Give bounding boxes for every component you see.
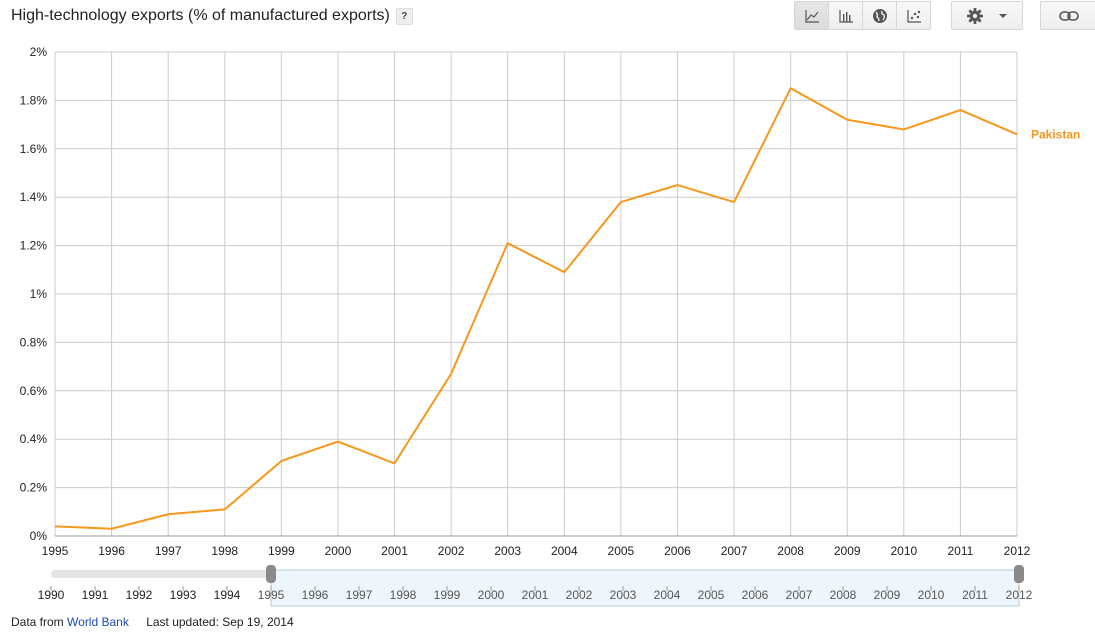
footer: Data from World Bank Last updated: Sep 1… [11, 615, 294, 629]
bar-chart-icon [838, 9, 853, 23]
x-tick-label: 2008 [777, 544, 804, 558]
scatter-chart-button[interactable] [896, 1, 931, 30]
range-year-label: 2000 [478, 588, 505, 602]
chevron-down-icon [999, 13, 1007, 18]
range-handle-end[interactable] [1014, 565, 1024, 583]
chart-header: High-technology exports (% of manufactur… [11, 7, 413, 25]
last-updated: Last updated: Sep 19, 2014 [146, 615, 294, 629]
y-tick-label: 0.8% [20, 335, 48, 349]
y-tick-label: 0.4% [20, 432, 48, 446]
range-year-label: 1993 [170, 588, 197, 602]
bar-chart-button[interactable] [828, 1, 863, 30]
range-year-label: 2002 [566, 588, 593, 602]
range-year-label: 1994 [214, 588, 241, 602]
line-chart-icon [804, 9, 819, 23]
range-year-label: 2004 [654, 588, 681, 602]
x-tick-label: 1999 [268, 544, 295, 558]
range-year-label: 1999 [434, 588, 461, 602]
chart-title: High-technology exports (% of manufactur… [11, 7, 390, 24]
range-handle-start[interactable] [266, 565, 276, 583]
y-tick-label: 1.2% [20, 239, 48, 253]
x-tick-label: 2001 [381, 544, 408, 558]
range-year-label: 2009 [874, 588, 901, 602]
x-tick-label: 2003 [494, 544, 521, 558]
y-tick-label: 0% [30, 529, 48, 543]
range-year-label: 2007 [786, 588, 813, 602]
y-tick-label: 1.4% [20, 190, 48, 204]
share-link-button[interactable] [1040, 1, 1095, 30]
range-selection[interactable] [270, 569, 1020, 607]
range-year-label: 2005 [698, 588, 725, 602]
chart-canvas: 0% 0.2% 0.4% 0.6% 0.8% 1% 1.2% 1.4% 1.6% 1.8% 2% 19… [20, 45, 1080, 607]
x-tick-label: 1996 [98, 544, 125, 558]
chart-type-toolbar [794, 1, 931, 30]
map-icon [872, 8, 887, 23]
y-tick-label: 1.8% [20, 93, 48, 107]
x-tick-label: 2010 [890, 544, 917, 558]
range-year-label: 2003 [610, 588, 637, 602]
y-tick-label: 2% [30, 45, 48, 59]
x-tick-label: 2012 [1004, 544, 1031, 558]
range-year-label: 1998 [390, 588, 417, 602]
scatter-chart-icon [906, 9, 921, 23]
x-tick-label: 2000 [325, 544, 352, 558]
map-button[interactable] [862, 1, 897, 30]
x-tick-label: 2002 [438, 544, 465, 558]
range-year-label: 2006 [742, 588, 769, 602]
x-tick-label: 2006 [664, 544, 691, 558]
range-year-label: 1991 [82, 588, 109, 602]
series-line-pakistan[interactable] [54, 87, 1018, 530]
range-year-label: 1990 [38, 588, 65, 602]
source-prefix: Data from [11, 615, 64, 629]
y-tick-label: 0.2% [20, 481, 48, 495]
line-chart-button[interactable] [794, 1, 829, 30]
x-tick-label: 2011 [948, 544, 974, 558]
x-tick-label: 2007 [721, 544, 748, 558]
x-tick-label: 1995 [42, 544, 69, 558]
y-tick-label: 1.6% [20, 142, 48, 156]
range-year-label: 2001 [522, 588, 549, 602]
series-label: Pakistan [1031, 127, 1080, 141]
x-tick-label: 2004 [551, 544, 578, 558]
range-year-label: 1995 [258, 588, 285, 602]
range-year-label: 2012 [1006, 588, 1033, 602]
gear-icon [967, 7, 983, 24]
source-link[interactable]: World Bank [67, 615, 129, 629]
range-year-label: 2010 [918, 588, 945, 602]
x-tick-label: 1998 [211, 544, 238, 558]
range-year-label: 2008 [830, 588, 857, 602]
range-year-label: 1992 [126, 588, 153, 602]
y-tick-label: 1% [30, 287, 48, 301]
range-year-label: 2011 [962, 588, 988, 602]
x-tick-label: 2009 [834, 544, 861, 558]
x-tick-label: 1997 [155, 544, 182, 558]
y-tick-label: 0.6% [20, 384, 48, 398]
x-tick-label: 2005 [608, 544, 635, 558]
settings-button[interactable] [951, 1, 1023, 30]
range-year-label: 1996 [302, 588, 329, 602]
link-icon [1058, 10, 1079, 21]
range-year-label: 1997 [346, 588, 373, 602]
help-button[interactable]: ? [395, 7, 413, 25]
